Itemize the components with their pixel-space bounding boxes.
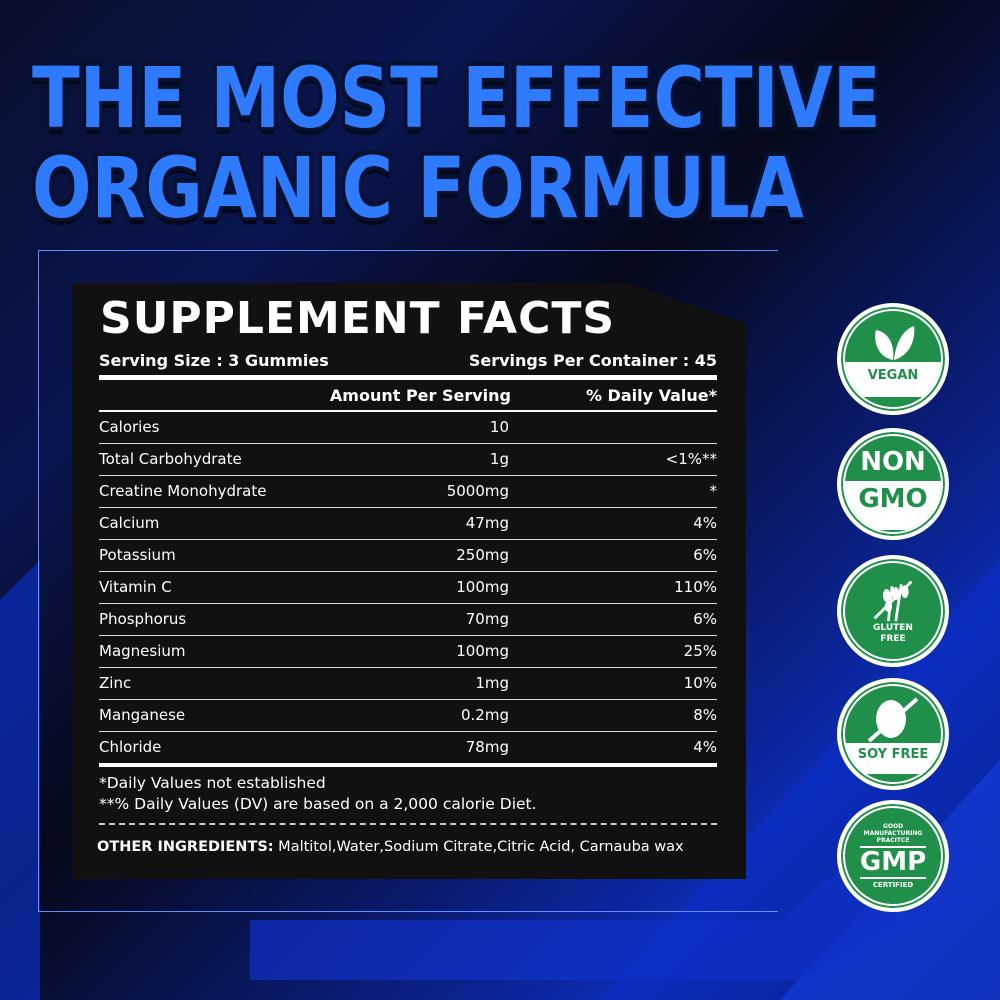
soy-free-badge: SOY FREE [837,678,949,790]
row-name: Magnesium [99,642,186,660]
row-amount: 250mg [456,546,509,564]
row-name: Manganese [99,706,186,724]
panel-frame [38,250,778,912]
non-label: NON [860,447,926,478]
row-dv: 4% [693,738,717,756]
facts-row: Zinc 1mg 10% [99,668,717,700]
non-gmo-badge: NON GMO [837,428,949,540]
row-name: Zinc [99,674,132,692]
row-name: Phosphorus [99,610,187,628]
row-name: Calories [99,418,160,436]
supplement-facts-panel: SUPPLEMENT FACTS Serving Size : 3 Gummie… [72,283,746,879]
dv-header: % Daily Value* [585,386,717,405]
row-dv: <1%** [665,450,717,468]
row-dv: 110% [674,578,717,596]
row-name: Potassium [99,546,176,564]
facts-row: Vitamin C 100mg 110% [99,572,717,604]
row-name: Total Carbohydrate [99,450,242,468]
row-amount: 5000mg [446,482,509,500]
row-amount: 1g [489,450,509,468]
footnote-1: *Daily Values not established [99,774,326,792]
facts-row: Chloride 78mg 4% [99,732,717,764]
servings-per-container: Servings Per Container : 45 [468,351,717,370]
gmp-bottom-text: CERTIFIED [872,880,914,889]
row-amount: 0.2mg [461,706,509,724]
row-dv: 4% [693,514,717,532]
footnote-2: **% Daily Values (DV) are based on a 2,0… [99,795,537,813]
row-dv: 10% [683,674,717,692]
divider-thick [99,763,717,767]
gluten-free-badge: GLUTEN FREE [837,555,949,667]
free-label: FREE [880,634,906,644]
facts-title: SUPPLEMENT FACTS [100,293,616,344]
facts-row: Calories 10 [99,412,717,444]
dashed-divider [99,823,717,825]
headline-line-2: ORGANIC FORMULA [32,138,804,238]
row-dv: 25% [683,642,717,660]
row-amount: 100mg [456,578,509,596]
headline-line-1: THE MOST EFFECTIVE [32,48,881,148]
divider-thick [99,375,717,380]
facts-row: Phosphorus 70mg 6% [99,604,717,636]
row-name: Creatine Monohydrate [99,482,267,500]
soy-free-label: SOY FREE [845,742,941,774]
other-ingredients-value: Maltitol,Water,Sodium Citrate,Citric Aci… [273,839,684,855]
row-amount: 10 [489,418,509,436]
divider [99,410,717,412]
facts-row: Calcium 47mg 4% [99,508,717,540]
facts-row: Potassium 250mg 6% [99,540,717,572]
gmp-label: GMP [859,846,927,879]
row-name: Calcium [99,514,160,532]
vegan-badge: VEGAN [837,303,949,415]
facts-row: Magnesium 100mg 25% [99,636,717,668]
row-amount: 100mg [456,642,509,660]
row-name: Vitamin C [99,578,172,596]
row-amount: 47mg [465,514,509,532]
amount-header: Amount Per Serving [329,386,511,405]
row-amount: 1mg [475,674,509,692]
gluten-label: GLUTEN [873,623,913,633]
vegan-label: VEGAN [845,361,941,397]
row-amount: 78mg [465,738,509,756]
row-dv: 6% [693,610,717,628]
row-dv: * [709,482,718,500]
row-dv: 6% [693,546,717,564]
facts-row: Creatine Monohydrate 5000mg * [99,476,717,508]
wheat-icon [873,580,913,622]
bean-icon [867,696,919,743]
gmo-label: GMO [845,481,941,530]
other-ingredients: OTHER INGREDIENTS: Maltitol,Water,Sodium… [97,839,684,855]
row-amount: 70mg [465,610,509,628]
row-dv: 8% [693,706,717,724]
leaf-icon [875,325,915,360]
serving-size: Serving Size : 3 Gummies [99,351,329,370]
gmp-badge: GOOD MANUFACTURING PRACITCE GMP CERTIFIE… [837,800,949,912]
facts-row: Manganese 0.2mg 8% [99,700,717,732]
other-ingredients-label: OTHER INGREDIENTS: [97,839,274,855]
row-name: Chloride [99,738,162,756]
gmp-top-text: GOOD MANUFACTURING PRACITCE [863,822,923,845]
facts-row: Total Carbohydrate 1g <1%** [99,444,717,476]
